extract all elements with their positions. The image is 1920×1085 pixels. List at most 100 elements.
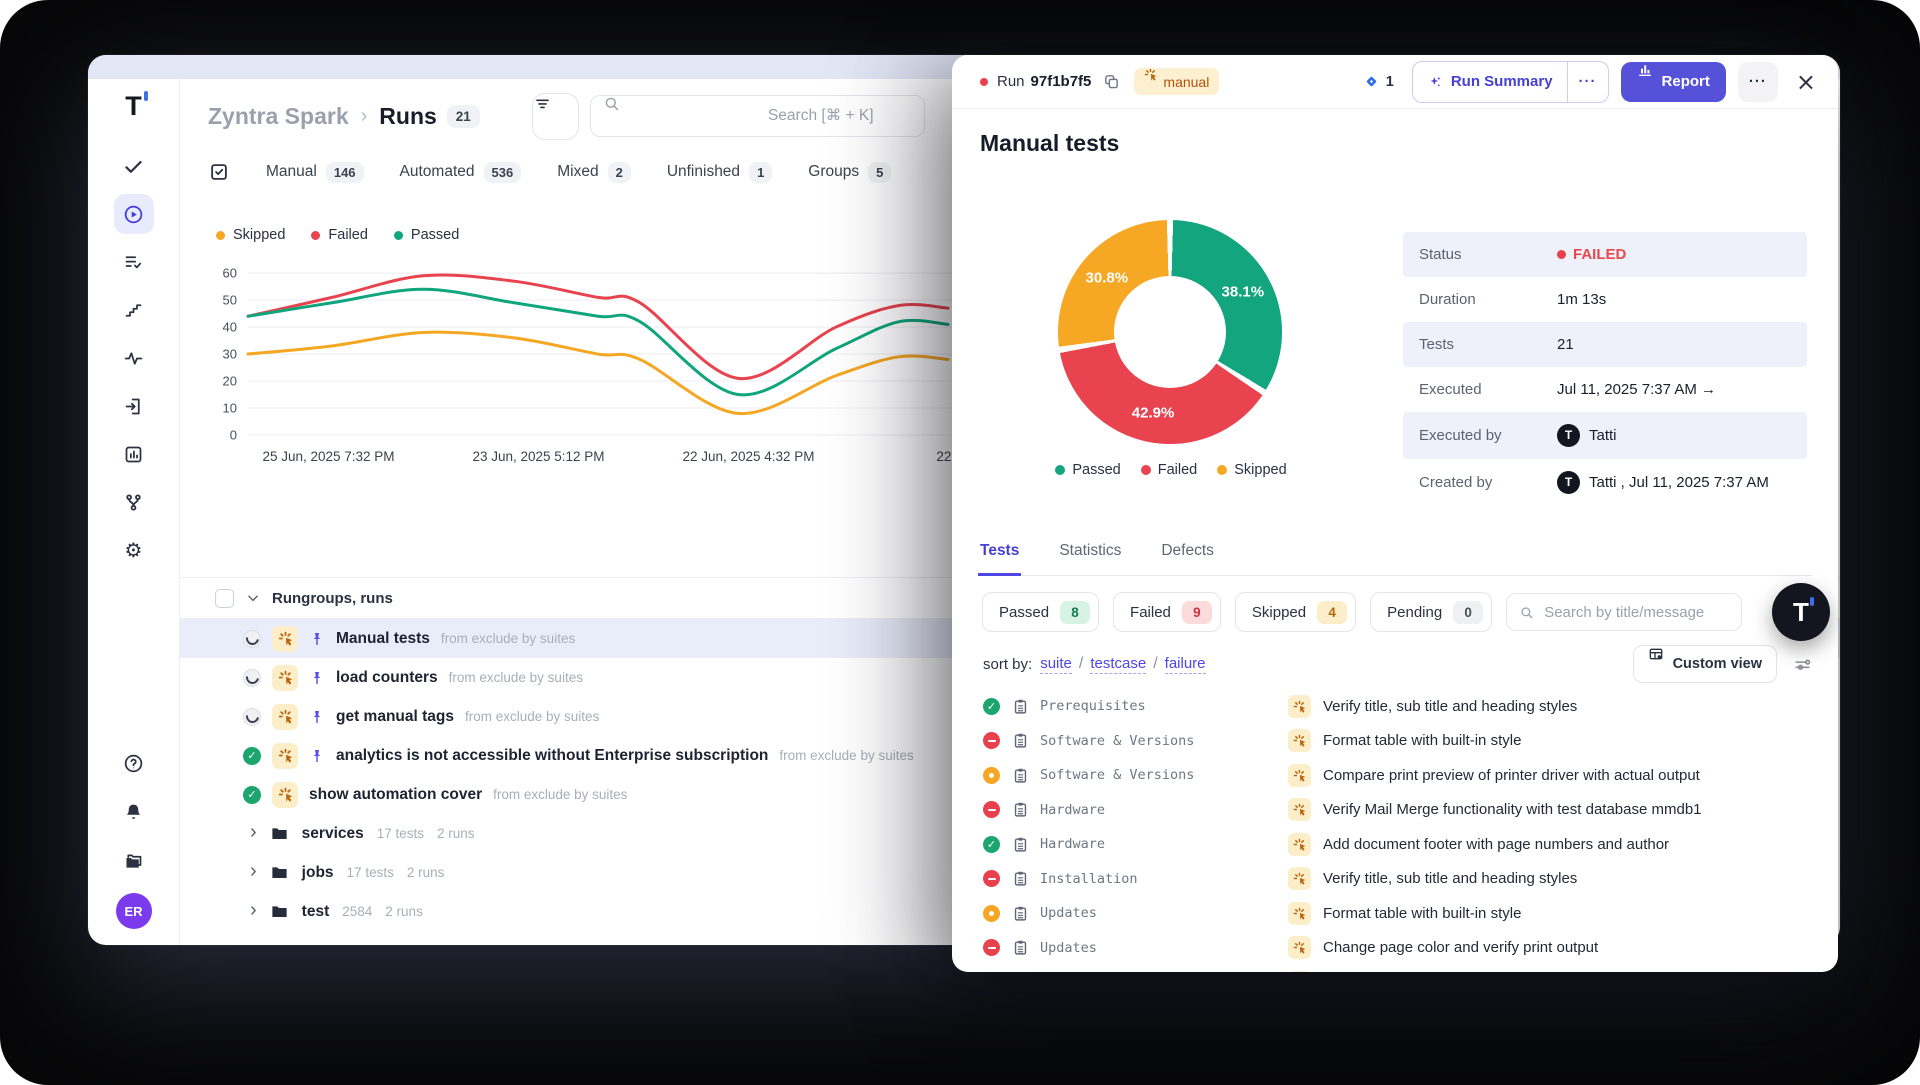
sort-by-suite[interactable]: suite: [1040, 655, 1072, 674]
import-icon[interactable]: [114, 386, 154, 426]
legend-item-passed[interactable]: Passed: [393, 227, 459, 243]
runs-tabs: Manual 146 Automated 536 Mixed 2 Unfinished 1 Gr…: [208, 161, 892, 183]
run-source: from exclude by suites: [779, 748, 914, 763]
select-all-icon[interactable]: [208, 161, 230, 183]
sort-by-failure[interactable]: failure: [1164, 655, 1206, 674]
breadcrumb-project[interactable]: Zyntra Spark: [208, 102, 349, 129]
filter-chip-pending[interactable]: Pending 0: [1370, 592, 1493, 632]
test-row[interactable]: Prerequisites Verify title, sub title and…: [983, 689, 1824, 724]
detail-label: Executed by: [1419, 427, 1502, 444]
gear-icon[interactable]: ⚙: [124, 538, 143, 562]
chart-box-icon[interactable]: [114, 434, 154, 474]
test-row[interactable]: Hardware Add document footer with page nu…: [983, 827, 1824, 862]
tab-label: Automated: [399, 163, 475, 180]
help-icon[interactable]: [114, 743, 154, 783]
status-filter-chips: Passed 8 Failed 9 Skipped 4 Pending 0: [982, 592, 1742, 632]
steps-icon[interactable]: [114, 290, 154, 330]
legend-item-skipped[interactable]: Skipped: [216, 227, 285, 243]
branch-icon[interactable]: [114, 482, 154, 522]
filter-chip-failed[interactable]: Failed 9: [1113, 592, 1221, 632]
sort-separator: /: [1153, 655, 1158, 672]
breadcrumb: Zyntra Spark › Runs 21: [208, 93, 480, 139]
sparkles-icon: [1427, 74, 1443, 90]
tests-search[interactable]: [1506, 593, 1742, 631]
app-logo[interactable]: T: [125, 91, 148, 120]
test-row[interactable]: Software & Versions Compare print preview…: [983, 758, 1824, 793]
tab-statistics[interactable]: Statistics: [1059, 542, 1122, 559]
bar-chart-icon: [1637, 62, 1653, 102]
test-row[interactable]: Hardware Verify Mail Merge functionality …: [983, 793, 1824, 828]
passed-status-icon: [243, 746, 261, 765]
more-actions-button[interactable]: ···: [1737, 61, 1778, 102]
bell-icon[interactable]: [114, 792, 154, 832]
tab-count-badge: 2: [607, 161, 631, 183]
tests-search-input[interactable]: [1542, 602, 1729, 622]
folder-icon: [270, 902, 289, 921]
tab-automated[interactable]: Automated 536: [399, 161, 522, 183]
suite-name: Updates: [1040, 905, 1097, 922]
filter-chip-passed[interactable]: Passed 8: [982, 592, 1100, 632]
suite-name: Hardware: [1040, 836, 1106, 853]
test-row[interactable]: [983, 965, 1824, 972]
donut-legend-passed[interactable]: Passed: [1055, 462, 1121, 478]
test-row[interactable]: Updates Change page color and verify prin…: [983, 931, 1824, 966]
tab-defects[interactable]: Defects: [1161, 542, 1214, 559]
global-search[interactable]: [590, 95, 925, 137]
tab-tests[interactable]: Tests: [978, 542, 1022, 576]
sort-by-testcase[interactable]: testcase: [1090, 655, 1147, 674]
run-row[interactable]: show automation cover from exclude by sui…: [180, 775, 1840, 814]
run-details-table: Status FAILED Duration 1m 13s Tests 21 Execute…: [1403, 232, 1807, 506]
rungroup-row[interactable]: › jobs 17 tests 2 runs: [180, 853, 1840, 892]
expand-chevron-icon[interactable]: ›: [250, 821, 257, 843]
copy-icon[interactable]: [1103, 73, 1120, 90]
test-row[interactable]: Software & Versions Format table with bui…: [983, 724, 1824, 759]
folder-copy-icon[interactable]: [114, 841, 154, 881]
expand-chevron-icon[interactable]: ›: [250, 860, 257, 882]
check-icon[interactable]: [114, 146, 154, 186]
donut-legend-failed[interactable]: Failed: [1140, 462, 1197, 478]
donut-legend-skipped[interactable]: Skipped: [1217, 462, 1287, 478]
test-title: Format table with built-in style: [1323, 904, 1522, 922]
detail-label: Created by: [1419, 474, 1493, 491]
run-title: get manual tags: [336, 707, 454, 725]
linked-issues[interactable]: 1: [1363, 73, 1394, 90]
filter-button[interactable]: [532, 93, 579, 140]
run-row[interactable]: load counters from exclude by suites: [180, 658, 1840, 697]
detail-value: 1m 13s: [1557, 291, 1607, 308]
page-title[interactable]: Runs: [379, 102, 437, 129]
pulse-icon[interactable]: [114, 338, 154, 378]
detail-row: Duration 1m 13s: [1403, 277, 1807, 322]
run-row[interactable]: analytics is not accessible without Ente…: [180, 736, 1840, 775]
failed-status-icon: [983, 939, 1000, 957]
list-check-icon[interactable]: [114, 242, 154, 282]
run-row[interactable]: get manual tags from exclude by suites: [180, 697, 1840, 736]
tab-groups[interactable]: Groups 5: [808, 161, 892, 183]
rungroup-row[interactable]: › services 17 tests 2 runs: [180, 814, 1840, 853]
tab-manual[interactable]: Manual 146: [266, 161, 364, 183]
legend-dot: [1217, 465, 1228, 475]
rungroup-row[interactable]: › test 2584 2 runs: [180, 892, 1840, 931]
expand-chevron-icon[interactable]: ›: [250, 899, 257, 921]
select-all-checkbox[interactable]: [215, 588, 234, 608]
brand-bubble-button[interactable]: T: [1772, 583, 1830, 641]
report-button[interactable]: Report: [1620, 61, 1726, 102]
custom-view-button[interactable]: Custom view: [1632, 645, 1777, 683]
passed-status-icon: [983, 835, 1000, 853]
chevron-down-icon[interactable]: [246, 591, 260, 605]
filter-chip-skipped[interactable]: Skipped 4: [1234, 592, 1357, 632]
detail-value: T Tatti , Jul 11, 2025 7:37 AM: [1557, 471, 1791, 494]
test-row[interactable]: Updates Format table with built-in style: [983, 896, 1824, 931]
legend-label: Skipped: [1234, 462, 1287, 478]
user-avatar[interactable]: ER: [115, 893, 152, 929]
legend-item-failed[interactable]: Failed: [311, 227, 368, 243]
tab-mixed[interactable]: Mixed 2: [557, 161, 631, 183]
close-icon[interactable]: ×: [1795, 67, 1816, 96]
run-summary-button[interactable]: Run Summary: [1413, 62, 1567, 102]
play-icon[interactable]: [113, 194, 154, 234]
test-row[interactable]: Installation Verify title, sub title and …: [983, 862, 1824, 897]
run-summary-more-button[interactable]: ···: [1566, 61, 1608, 102]
tab-unfinished[interactable]: Unfinished 1: [667, 161, 773, 183]
search-input[interactable]: [765, 106, 912, 126]
sliders-icon[interactable]: [1793, 655, 1812, 674]
tab-label: Manual: [266, 163, 317, 180]
